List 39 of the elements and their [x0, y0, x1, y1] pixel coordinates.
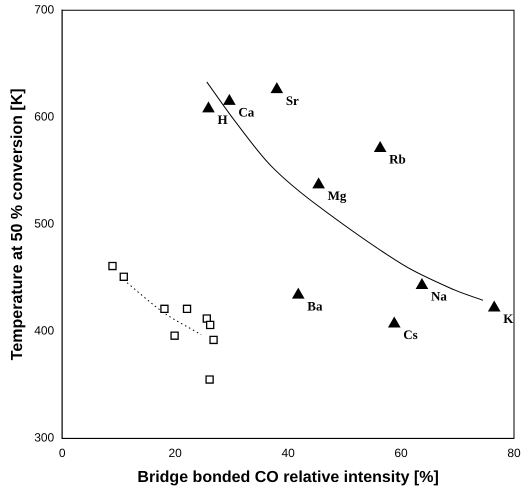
x-axis-title: Bridge bonded CO relative intensity [%] — [137, 468, 439, 486]
point — [170, 331, 179, 340]
x-tick-label: 40 — [281, 446, 296, 460]
point — [202, 102, 214, 112]
annotation: Ba — [307, 298, 323, 314]
point — [292, 288, 304, 299]
point — [182, 304, 192, 314]
annotation: Sr — [286, 92, 300, 108]
x-tick-label: 60 — [394, 446, 408, 460]
annotation: H — [217, 112, 228, 128]
point — [108, 262, 117, 270]
y-tick-label: 400 — [34, 324, 55, 338]
point — [206, 320, 214, 330]
point — [224, 94, 236, 105]
y-tick-label: 700 — [34, 2, 55, 17]
point — [209, 336, 218, 344]
point — [374, 142, 386, 152]
y-tick-label: 300 — [34, 430, 55, 445]
annotation: Cs — [403, 327, 418, 342]
point — [120, 272, 128, 281]
point — [416, 278, 428, 289]
x-tick-label: 20 — [168, 446, 182, 460]
point — [488, 301, 500, 312]
y-tick-label: 500 — [34, 216, 55, 231]
point — [312, 178, 324, 188]
point — [270, 82, 283, 94]
point — [205, 375, 214, 384]
annotation: Ca — [238, 104, 255, 120]
annotation: K — [503, 311, 514, 326]
point — [160, 304, 169, 314]
y-tick-label: 600 — [34, 110, 55, 124]
annotation: Na — [430, 288, 448, 304]
point — [388, 317, 400, 328]
x-tick-label: 0 — [58, 446, 66, 460]
y-axis-title: Temperature at 50 % conversion [K] — [9, 88, 26, 360]
line-series — [206, 81, 484, 301]
annotation: Mg — [328, 188, 347, 204]
x-tick-label: 80 — [507, 446, 521, 460]
annotation: Rb — [389, 152, 406, 167]
